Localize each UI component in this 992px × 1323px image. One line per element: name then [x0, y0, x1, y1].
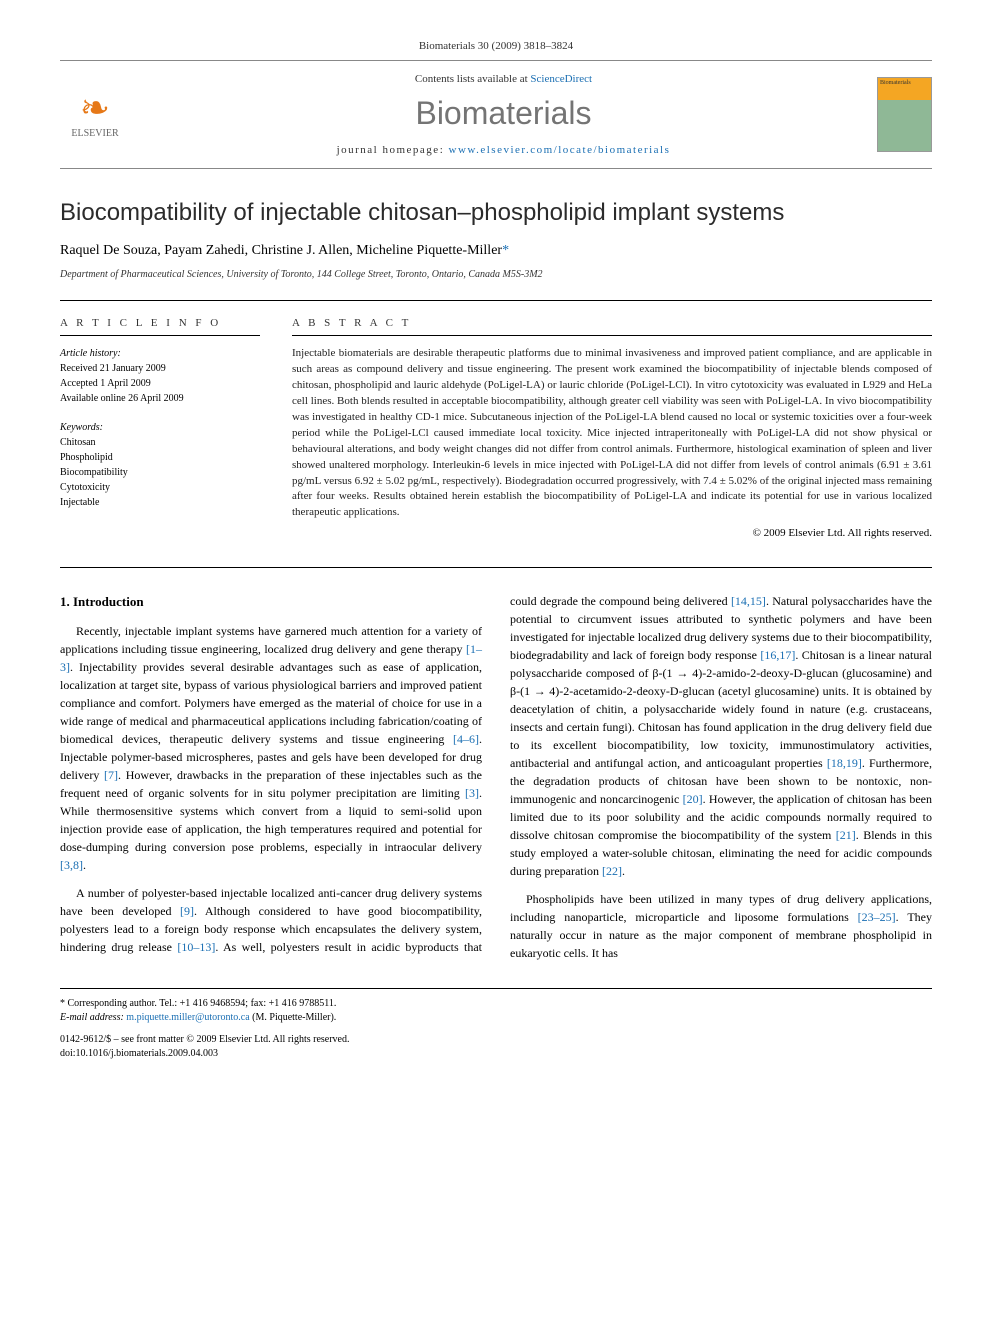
- ref-link[interactable]: [3]: [465, 786, 479, 800]
- issn-line: 0142-9612/$ – see front matter © 2009 El…: [60, 1034, 349, 1045]
- article-history: Article history: Received 21 January 200…: [60, 346, 260, 406]
- sciencedirect-link[interactable]: ScienceDirect: [530, 73, 592, 85]
- body-text-span: Recently, injectable implant systems hav…: [60, 624, 482, 656]
- keyword: Phospholipid: [60, 452, 113, 463]
- abstract-copyright: © 2009 Elsevier Ltd. All rights reserved…: [292, 527, 932, 539]
- affiliation: Department of Pharmaceutical Sciences, U…: [60, 269, 932, 280]
- authors-names: Raquel De Souza, Payam Zahedi, Christine…: [60, 243, 502, 258]
- ref-link[interactable]: [16,17]: [760, 648, 795, 662]
- section-divider: [60, 567, 932, 568]
- article-info-column: A R T I C L E I N F O Article history: R…: [60, 317, 260, 539]
- contents-prefix: Contents lists available at: [415, 73, 530, 85]
- body-paragraph: Recently, injectable implant systems hav…: [60, 622, 482, 874]
- ref-link[interactable]: [4–6]: [453, 732, 479, 746]
- corr-footnote: * Corresponding author. Tel.: +1 416 946…: [60, 998, 336, 1009]
- ref-link[interactable]: [22]: [602, 864, 622, 878]
- email-label: E-mail address:: [60, 1012, 126, 1023]
- body-text-span: .: [83, 858, 86, 872]
- elsevier-logo: ❧ ELSEVIER: [60, 75, 130, 155]
- keyword: Chitosan: [60, 437, 96, 448]
- ref-link[interactable]: [21]: [836, 828, 856, 842]
- journal-name: Biomaterials: [130, 95, 877, 132]
- abstract-text: Injectable biomaterials are desirable th…: [292, 346, 932, 521]
- keyword: Injectable: [60, 497, 99, 508]
- keyword: Biocompatibility: [60, 467, 128, 478]
- article-title: Biocompatibility of injectable chitosan–…: [60, 199, 932, 227]
- journal-cover-thumbnail: [877, 77, 932, 152]
- email-suffix: (M. Piquette-Miller).: [250, 1012, 337, 1023]
- abstract-column: A B S T R A C T Injectable biomaterials …: [292, 317, 932, 539]
- accepted-date: Accepted 1 April 2009: [60, 378, 151, 389]
- history-label: Article history:: [60, 348, 121, 359]
- article-info-header: A R T I C L E I N F O: [60, 317, 260, 336]
- corresponding-marker: *: [502, 243, 509, 258]
- ref-link[interactable]: [23–25]: [858, 910, 896, 924]
- keyword: Cytotoxicity: [60, 482, 110, 493]
- online-date: Available online 26 April 2009: [60, 393, 184, 404]
- body-text-span: .: [622, 864, 625, 878]
- footer: * Corresponding author. Tel.: +1 416 946…: [60, 988, 932, 1061]
- keywords-label: Keywords:: [60, 422, 103, 433]
- homepage-line: journal homepage: www.elsevier.com/locat…: [130, 144, 877, 156]
- corresponding-author-footer: * Corresponding author. Tel.: +1 416 946…: [60, 997, 479, 1025]
- elsevier-label: ELSEVIER: [71, 128, 118, 139]
- authors-line: Raquel De Souza, Payam Zahedi, Christine…: [60, 243, 932, 259]
- ref-link[interactable]: [3,8]: [60, 858, 83, 872]
- ref-link[interactable]: [14,15]: [731, 594, 766, 608]
- body-paragraph: Phospholipids have been utilized in many…: [510, 890, 932, 962]
- email-link[interactable]: m.piquette.miller@utoronto.ca: [126, 1012, 249, 1023]
- journal-banner: ❧ ELSEVIER Contents lists available at S…: [60, 60, 932, 169]
- ref-link[interactable]: [10–13]: [177, 940, 215, 954]
- contents-line: Contents lists available at ScienceDirec…: [130, 73, 877, 85]
- ref-link[interactable]: [18,19]: [827, 756, 862, 770]
- ref-link[interactable]: [7]: [104, 768, 118, 782]
- doi-block: 0142-9612/$ – see front matter © 2009 El…: [60, 1025, 932, 1061]
- abstract-header: A B S T R A C T: [292, 317, 932, 336]
- keywords-block: Keywords: Chitosan Phospholipid Biocompa…: [60, 420, 260, 510]
- body-text-span: . Chitosan is a linear natural polysacch…: [510, 648, 932, 770]
- ref-link[interactable]: [9]: [180, 904, 194, 918]
- body-text-span: . Injectability provides several desirab…: [60, 660, 482, 746]
- doi-line: doi:10.1016/j.biomaterials.2009.04.003: [60, 1048, 218, 1059]
- citation-header: Biomaterials 30 (2009) 3818–3824: [60, 40, 932, 52]
- elsevier-tree-icon: ❧: [80, 90, 110, 126]
- ref-link[interactable]: [20]: [683, 792, 703, 806]
- intro-heading: 1. Introduction: [60, 592, 482, 612]
- body-text: 1. Introduction Recently, injectable imp…: [60, 592, 932, 964]
- body-text-span: . However, drawbacks in the preparation …: [60, 768, 482, 800]
- homepage-prefix: journal homepage:: [337, 144, 449, 156]
- homepage-link[interactable]: www.elsevier.com/locate/biomaterials: [449, 144, 671, 156]
- received-date: Received 21 January 2009: [60, 363, 166, 374]
